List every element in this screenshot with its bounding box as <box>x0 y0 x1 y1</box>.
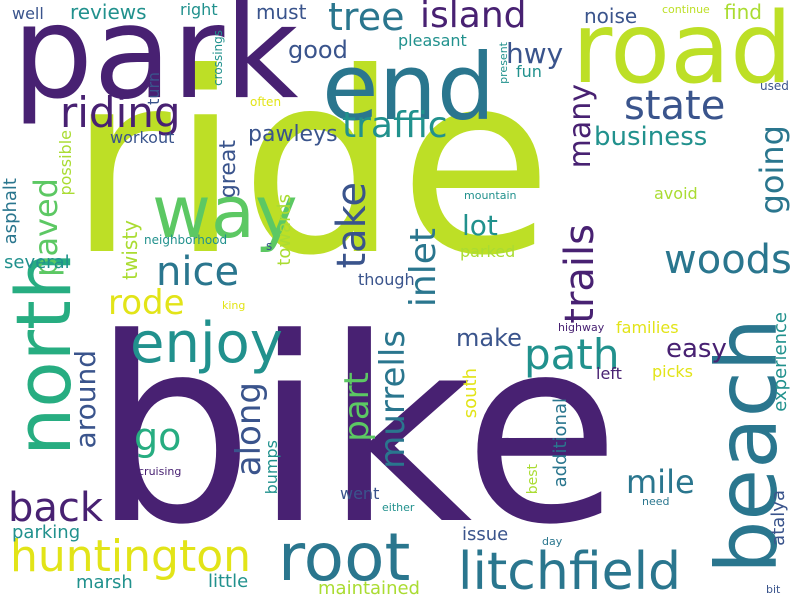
word-best: best <box>525 464 541 495</box>
word-towards: towards <box>274 194 295 266</box>
word-either: either <box>382 501 415 514</box>
word-bumps: bumps <box>262 440 281 495</box>
word-woods: woods <box>664 237 792 283</box>
word-rode: rode <box>108 283 185 323</box>
word-used: used <box>760 79 789 93</box>
word-great: great <box>216 140 241 199</box>
word-back: back <box>8 485 104 531</box>
word-bike: bike <box>92 284 621 581</box>
word-many: many <box>563 84 598 169</box>
word-atalya: atalya <box>768 490 789 546</box>
word-turn: turn <box>144 72 163 105</box>
word-island: island <box>420 0 527 36</box>
word-make: make <box>456 324 522 352</box>
word-going: going <box>753 125 791 215</box>
word-crossings: crossings <box>211 30 225 86</box>
word-lot: lot <box>462 209 498 242</box>
word-though: though <box>358 270 415 289</box>
word-workout: workout <box>110 128 175 147</box>
word-additional: additional <box>550 398 571 488</box>
word-issue: issue <box>462 524 509 545</box>
word-take: take <box>329 182 375 269</box>
word-must: must <box>256 0 307 24</box>
word-inlet: inlet <box>403 228 444 308</box>
word-right: right <box>180 0 218 19</box>
word-need: need <box>642 495 670 508</box>
word-murrells: murrells <box>373 330 413 469</box>
word-went: went <box>340 484 380 503</box>
word-twisty: twisty <box>118 220 142 280</box>
word-day: day <box>542 535 563 548</box>
word-several: several <box>4 252 70 273</box>
word-marsh: marsh <box>76 572 133 593</box>
word-present: present <box>497 42 510 84</box>
word-nice: nice <box>156 249 240 295</box>
word-traffic: traffic <box>342 105 448 146</box>
word-pawleys: pawleys <box>248 122 338 147</box>
word-cruising: cruising <box>138 465 182 478</box>
word-end: end <box>322 34 496 141</box>
word-continue: continue <box>662 3 710 16</box>
word-hwy: hwy <box>506 37 564 70</box>
word-tree: tree <box>328 0 405 39</box>
word-find: find <box>724 0 762 24</box>
word-possible: possible <box>56 130 75 196</box>
word-bit: bit <box>766 583 781 596</box>
word-noise: noise <box>584 4 638 28</box>
word-mountain: mountain <box>464 189 517 202</box>
word-well: well <box>12 4 44 23</box>
word-park: park <box>12 0 299 128</box>
word-picks: picks <box>652 362 693 381</box>
word-parked: parked <box>460 242 516 261</box>
word-fun: fun <box>516 62 542 81</box>
word-maintained: maintained <box>318 578 420 599</box>
word-road: road <box>572 0 793 106</box>
word-good: good <box>288 36 348 64</box>
word-part: part <box>337 372 377 442</box>
word-trails: trails <box>557 224 603 324</box>
word-neighborhood: neighborhood <box>144 233 228 247</box>
word-along: along <box>229 382 269 477</box>
word-pleasant: pleasant <box>398 31 467 50</box>
word-highway: highway <box>558 321 605 334</box>
word-path: path <box>524 330 620 379</box>
word-s: s <box>266 239 273 253</box>
word-riding: riding <box>60 88 181 137</box>
word-avoid: avoid <box>654 184 698 203</box>
word-litchfield: litchfield <box>458 542 682 600</box>
word-way: way <box>152 170 298 254</box>
word-go: go <box>134 415 182 459</box>
word-enjoy: enjoy <box>130 311 283 376</box>
word-families: families <box>616 318 679 337</box>
word-huntington: huntington <box>10 531 252 582</box>
word-mile: mile <box>626 463 695 501</box>
word-asphalt: asphalt <box>0 178 21 245</box>
word-left: left <box>596 364 622 383</box>
word-business: business <box>594 122 708 152</box>
word-often: often <box>250 95 282 109</box>
word-king: king <box>222 299 246 312</box>
word-parking: parking <box>12 522 81 543</box>
word-state: state <box>624 83 726 129</box>
word-around: around <box>69 350 102 449</box>
word-easy: easy <box>666 334 727 364</box>
word-little: little <box>208 571 249 592</box>
word-ride: ride <box>68 19 553 310</box>
word-reviews: reviews <box>70 0 147 24</box>
word-south: south <box>460 368 481 419</box>
word-root: root <box>278 519 411 596</box>
word-experience: experience <box>770 312 791 412</box>
